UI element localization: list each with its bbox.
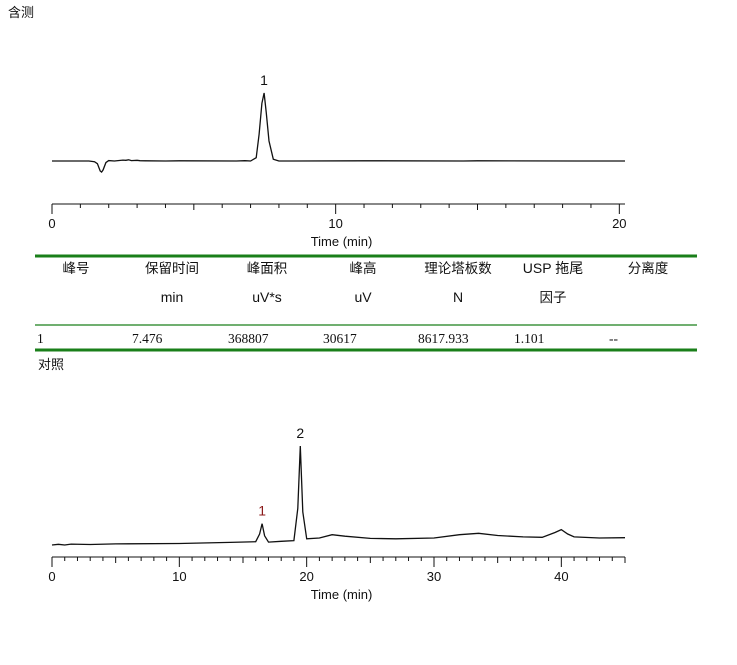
- x-tick-label: 20: [299, 569, 313, 584]
- table-cell: 7.476: [132, 331, 163, 346]
- sample-peak-labels: 1: [260, 72, 268, 88]
- header-cell: 峰面积: [247, 261, 288, 277]
- peak-label: 1: [260, 72, 268, 88]
- peak-label: 1: [258, 503, 266, 519]
- header-cell: 峰号: [63, 261, 90, 277]
- header-cell: USP 拖尾: [523, 260, 583, 276]
- table-cell: 1.101: [514, 331, 544, 346]
- sample-x-axis-label: Time (min): [311, 234, 373, 249]
- reference-section-label: 对照: [38, 358, 65, 373]
- x-tick-label: 0: [48, 216, 55, 231]
- sample-x-ticks: 0 10 20: [48, 204, 627, 231]
- table-cell: 30617: [323, 331, 357, 346]
- x-tick-label: 30: [427, 569, 441, 584]
- peak-label: 2: [296, 425, 304, 441]
- x-tick-label: 0: [48, 569, 55, 584]
- x-tick-label: 10: [172, 569, 186, 584]
- reference-x-axis-label: Time (min): [311, 587, 373, 602]
- sample-trace-line: [52, 92, 625, 174]
- table-cell: --: [609, 331, 618, 346]
- header-unit-cell: min: [161, 289, 184, 305]
- sample-chromatogram: 0 10 20 Time (min) 1: [48, 72, 626, 249]
- x-tick-label: 10: [328, 216, 342, 231]
- header-cell: 保留时间: [145, 261, 199, 277]
- reference-chromatogram: 0 10 20 30 40 Time (min) 12: [48, 425, 626, 602]
- reference-x-ticks: 0 10 20 30 40: [48, 557, 626, 584]
- header-cell: 理论塔板数: [424, 261, 492, 277]
- table-cell: 8617.933: [418, 331, 469, 346]
- header-cell: 分离度: [628, 260, 669, 277]
- table-body: 1 7.476 368807 30617 8617.933 1.101 --: [37, 331, 618, 346]
- x-tick-label: 20: [612, 216, 626, 231]
- table-cell: 368807: [228, 331, 269, 346]
- x-tick-label: 40: [554, 569, 568, 584]
- header-unit-cell: uV: [354, 289, 372, 305]
- table-cell: 1: [37, 331, 44, 346]
- header-unit-cell: 因子: [540, 290, 567, 306]
- header-unit-cell: uV*s: [252, 289, 282, 305]
- reference-peak-labels: 12: [258, 425, 304, 519]
- header-cell: 峰高: [350, 260, 377, 277]
- reference-trace-line: [51, 445, 626, 546]
- sample-section-label: 含测: [8, 6, 35, 21]
- header-unit-cell: N: [453, 289, 463, 305]
